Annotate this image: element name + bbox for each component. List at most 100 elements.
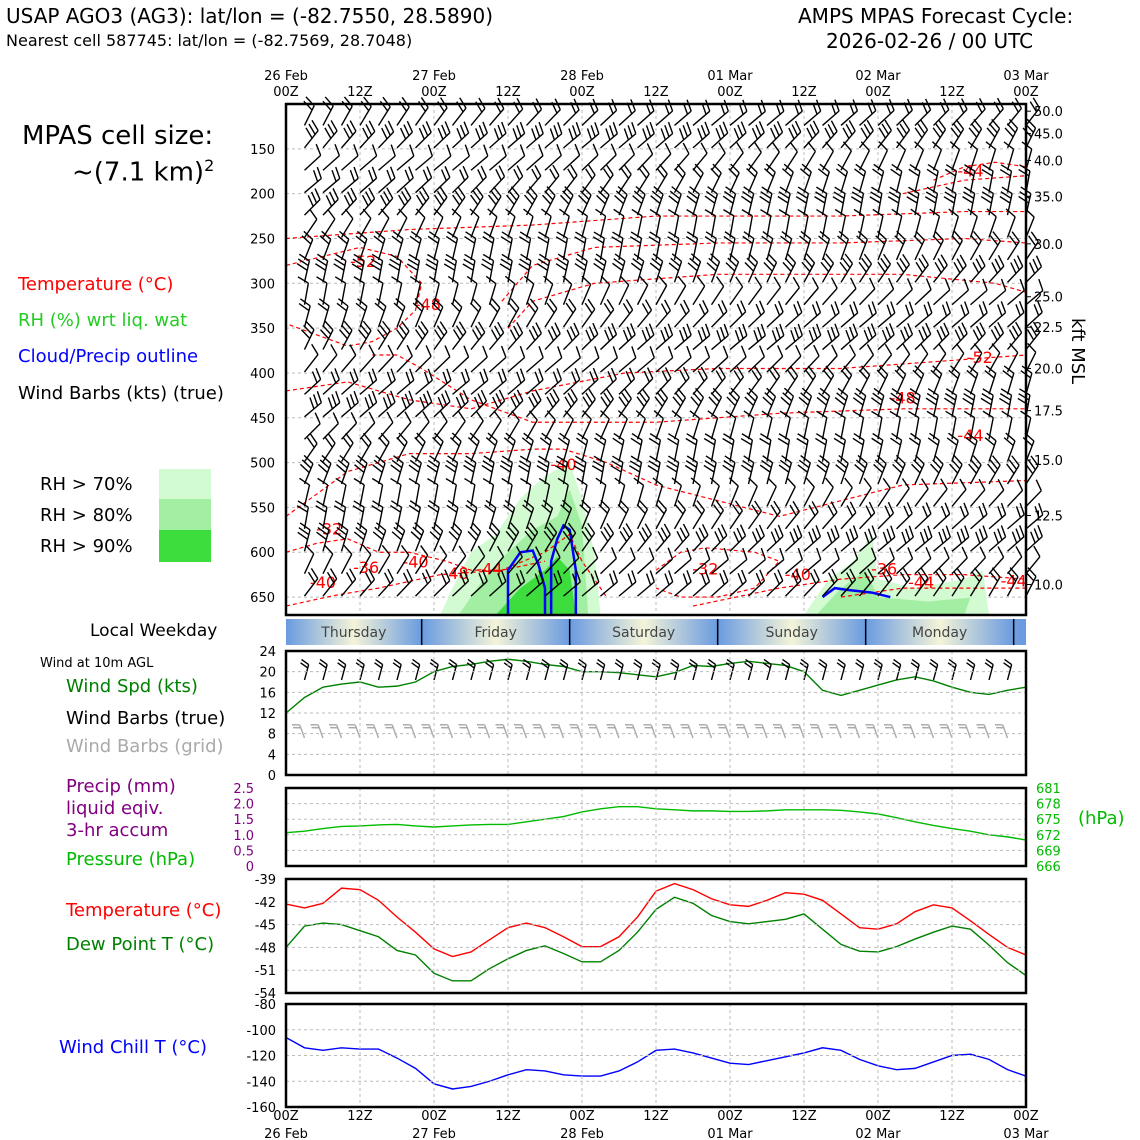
barb-flag xyxy=(336,464,347,473)
barb-flag xyxy=(1035,479,1042,491)
barb-flag xyxy=(945,525,951,538)
wind-barb xyxy=(1025,545,1041,575)
barb-flag xyxy=(600,410,610,420)
wind10m-barb-true xyxy=(559,658,569,681)
barb-flag xyxy=(1005,208,1016,218)
barb-shaft xyxy=(544,379,562,395)
barb-flag xyxy=(299,522,311,531)
barb-shaft xyxy=(655,110,674,126)
barb-flag xyxy=(436,325,445,337)
barb-flag xyxy=(362,320,372,331)
wind-barb xyxy=(1007,278,1025,306)
barb-flag xyxy=(854,464,865,474)
wind-barb xyxy=(858,141,871,171)
wind-barb xyxy=(637,346,655,373)
barb-flag xyxy=(434,432,444,443)
barb-flag xyxy=(431,302,442,312)
barb-shaft xyxy=(396,441,408,462)
wind-barb xyxy=(655,547,674,575)
barb-flag xyxy=(845,531,851,544)
barb-flag xyxy=(869,196,881,204)
barb-flag xyxy=(649,231,661,239)
barb-flag xyxy=(728,167,738,178)
barb-flag xyxy=(892,463,902,474)
wind-barb xyxy=(891,208,903,238)
wind-barb xyxy=(488,321,505,351)
barb-shaft xyxy=(470,531,482,552)
pressure-tick-label-right: 675 xyxy=(1036,813,1061,828)
barb-shaft xyxy=(414,555,429,575)
temperature-contour xyxy=(902,175,1026,195)
barb-shaft xyxy=(729,417,737,440)
barb-flag xyxy=(925,502,932,514)
barb-shaft xyxy=(378,401,396,418)
barb-shaft xyxy=(470,484,476,507)
wind-barb xyxy=(784,120,802,149)
barb-flag xyxy=(762,396,773,406)
wind-barb xyxy=(703,455,717,485)
barb-flag xyxy=(1027,342,1037,353)
barb-shaft xyxy=(544,308,558,328)
barb-flag xyxy=(890,437,901,446)
barb-flag xyxy=(510,298,520,309)
barb-flag xyxy=(980,195,992,204)
wind-barb xyxy=(747,366,763,395)
barb-flag xyxy=(630,437,642,446)
barb-flag xyxy=(355,302,366,312)
barb-flag xyxy=(630,455,642,463)
barb-flag xyxy=(437,127,444,140)
barb-flag xyxy=(835,464,846,473)
wind-barb xyxy=(741,455,755,485)
barb-flag xyxy=(825,365,835,376)
barb-flag xyxy=(816,208,828,217)
wind-barb xyxy=(951,567,965,597)
wind-barb xyxy=(335,477,347,507)
barb-flag xyxy=(619,275,630,286)
barb-flag xyxy=(317,527,329,536)
barb-shaft xyxy=(743,724,750,739)
barb-flag xyxy=(516,165,524,177)
barb-flag xyxy=(452,329,461,341)
barb-shaft xyxy=(747,172,758,193)
wind-barb xyxy=(895,567,911,597)
barb-shaft xyxy=(710,396,723,418)
wind-barb xyxy=(835,163,849,193)
barb-shaft xyxy=(433,306,444,328)
barb-flag xyxy=(566,329,573,342)
barb-flag xyxy=(519,569,526,582)
wind-barb xyxy=(817,163,830,193)
barb-flag xyxy=(770,504,778,516)
wind-barb xyxy=(322,568,338,597)
wind-barb xyxy=(304,412,321,440)
barb-flag xyxy=(588,388,596,400)
wind-barb xyxy=(914,141,925,171)
barb-shaft xyxy=(377,355,394,373)
barb-flag xyxy=(623,164,632,175)
barb-shaft xyxy=(377,664,384,681)
temperature-contour-label: -48 xyxy=(415,295,441,314)
barb-shaft xyxy=(692,509,706,530)
barb-flag xyxy=(526,190,536,201)
wind-barb xyxy=(431,298,444,328)
barb-flag xyxy=(891,163,903,172)
barb-flag xyxy=(685,236,697,244)
barb-flag xyxy=(560,194,570,205)
barb-shaft xyxy=(618,378,636,395)
barb-flag xyxy=(919,531,926,544)
weekday-label: Sunday xyxy=(765,625,817,641)
wind-barb xyxy=(766,120,784,149)
wind-barb xyxy=(782,253,797,283)
wind-barb xyxy=(340,187,358,216)
barb-flag xyxy=(524,194,533,205)
barb-shaft xyxy=(895,193,902,216)
wind-barb xyxy=(710,500,725,530)
wind-barb xyxy=(821,277,838,306)
barb-shaft xyxy=(895,129,911,149)
barb-flag xyxy=(816,547,822,560)
barb-flag xyxy=(487,432,498,442)
barb-flag xyxy=(430,658,439,666)
barb-flag xyxy=(908,437,920,446)
wind-barb xyxy=(541,499,554,530)
barb-shaft xyxy=(396,106,410,126)
barb-flag xyxy=(754,366,763,378)
